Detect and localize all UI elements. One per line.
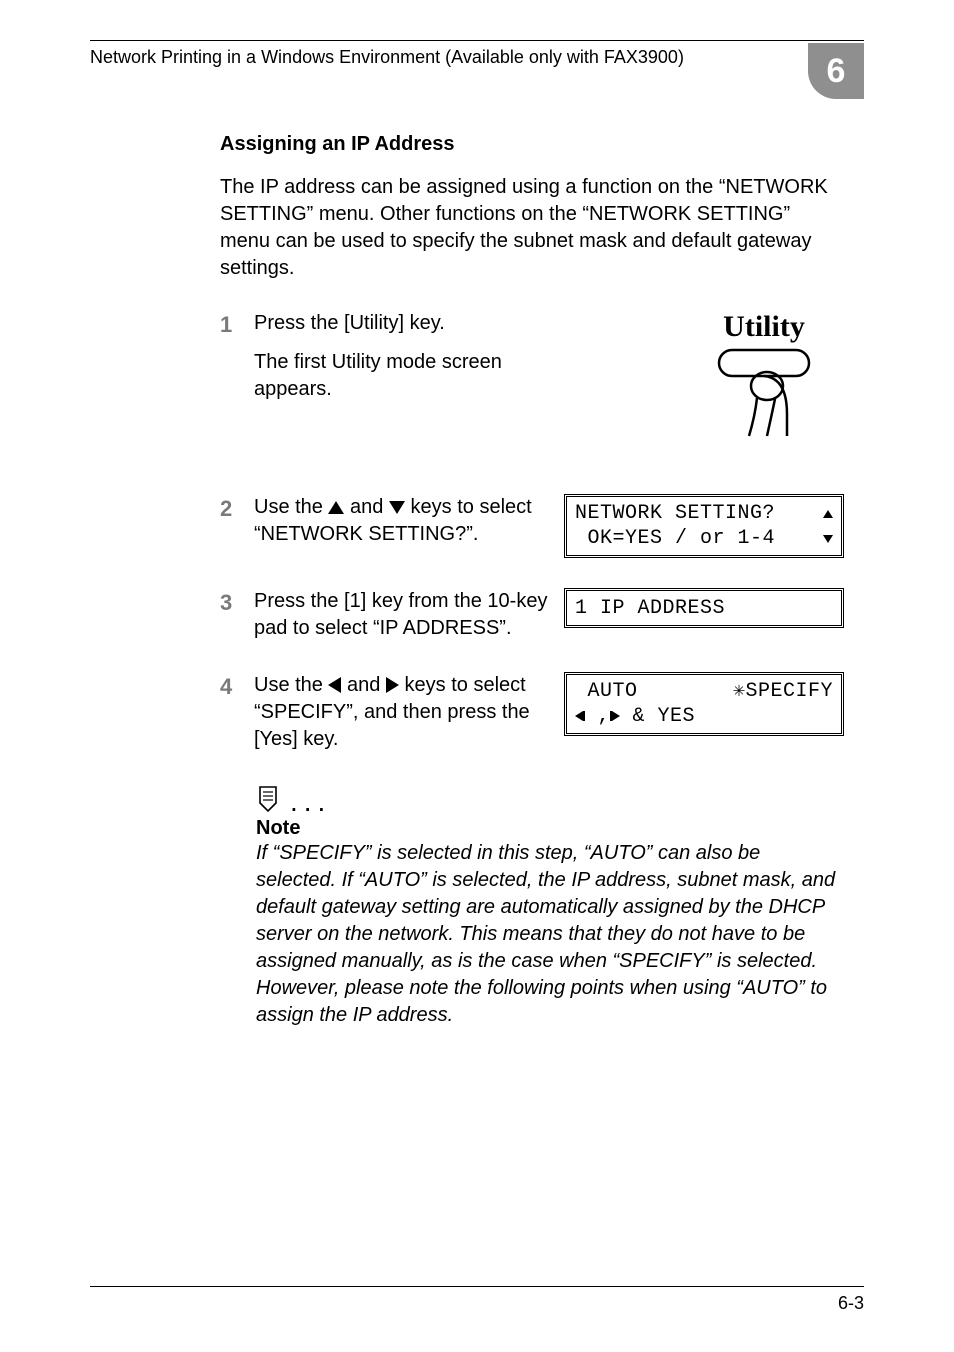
step-text: Press the [Utility] key. The first Utili… [254,310,584,403]
step-line: The first Utility mode screen appears. [254,349,584,403]
step-line: Press the [Utility] key. [254,310,584,337]
lcd-text: ✳SPECIFY [733,679,833,704]
note-icon [254,783,284,813]
text-fragment: Use the [254,496,328,518]
lcd-display: 1 IP ADDRESS [564,588,844,628]
note-dots: ... [290,796,331,813]
content-area: Assigning an IP Address The IP address c… [90,133,864,1029]
lcd-text: AUTO [575,679,638,704]
step-3: 3 Press the [1] key from the 10-key pad … [220,588,844,642]
header-rule [90,40,864,41]
step-2: 2 Use the and keys to select “NETWORK SE… [220,494,844,558]
footer-rule [90,1286,864,1287]
right-indicator-icon [612,711,620,721]
page: Network Printing in a Windows Environmen… [0,0,954,1352]
lcd-display: AUTO ✳SPECIFY , & YES [564,672,844,736]
step-4: 4 Use the and keys to select “SPECIFY”, … [220,672,844,753]
section-title: Assigning an IP Address [220,133,844,156]
page-number: 6-3 [90,1293,864,1314]
note-heading: ... [254,783,844,813]
lcd-illustration: 1 IP ADDRESS [564,588,844,628]
lcd-illustration: AUTO ✳SPECIFY , & YES [564,672,844,736]
step-line: Press the [1] key from the 10-key pad to… [254,590,547,639]
up-arrow-icon [328,501,344,514]
left-indicator-icon [575,711,583,721]
footer: 6-3 [90,1286,864,1314]
lcd-arrow-group: , & YES [575,704,695,729]
step-1: 1 Press the [Utility] key. The first Uti… [220,310,844,444]
step-text: Use the and keys to select “SPECIFY”, an… [254,672,548,753]
text-fragment: and [344,496,388,518]
down-indicator-icon [823,535,833,543]
down-arrow-icon [389,501,405,514]
header-row: Network Printing in a Windows Environmen… [90,43,864,99]
lcd-illustration: NETWORK SETTING? OK=YES / or 1-4 [564,494,844,558]
note-label: Note [256,817,844,840]
lcd-text: 1 IP ADDRESS [575,596,725,621]
utility-illustration: Utility [684,310,844,444]
text-fragment: and [341,674,385,696]
step-text: Press the [1] key from the 10-key pad to… [254,588,548,642]
step-text: Use the and keys to select “NETWORK SETT… [254,494,548,548]
note-body: If “SPECIFY” is selected in this step, “… [256,840,844,1029]
bar-icon [583,711,585,721]
utility-button-icon [709,344,819,439]
step-number: 4 [220,672,254,700]
left-arrow-icon [328,677,341,693]
lcd-text: & YES [620,705,695,728]
right-arrow-icon [386,677,399,693]
running-head: Network Printing in a Windows Environmen… [90,43,684,68]
lcd-text: OK=YES / or 1-4 [575,526,775,551]
text-fragment: Use the [254,674,328,696]
utility-label: Utility [684,310,844,344]
chapter-badge: 6 [808,43,864,99]
step-number: 2 [220,494,254,522]
section-intro: The IP address can be assigned using a f… [220,174,844,282]
step-number: 3 [220,588,254,616]
note-block: ... Note If “SPECIFY” is selected in thi… [254,783,844,1029]
lcd-text: NETWORK SETTING? [575,501,775,526]
up-indicator-icon [823,510,833,518]
lcd-display: NETWORK SETTING? OK=YES / or 1-4 [564,494,844,558]
step-number: 1 [220,310,254,338]
